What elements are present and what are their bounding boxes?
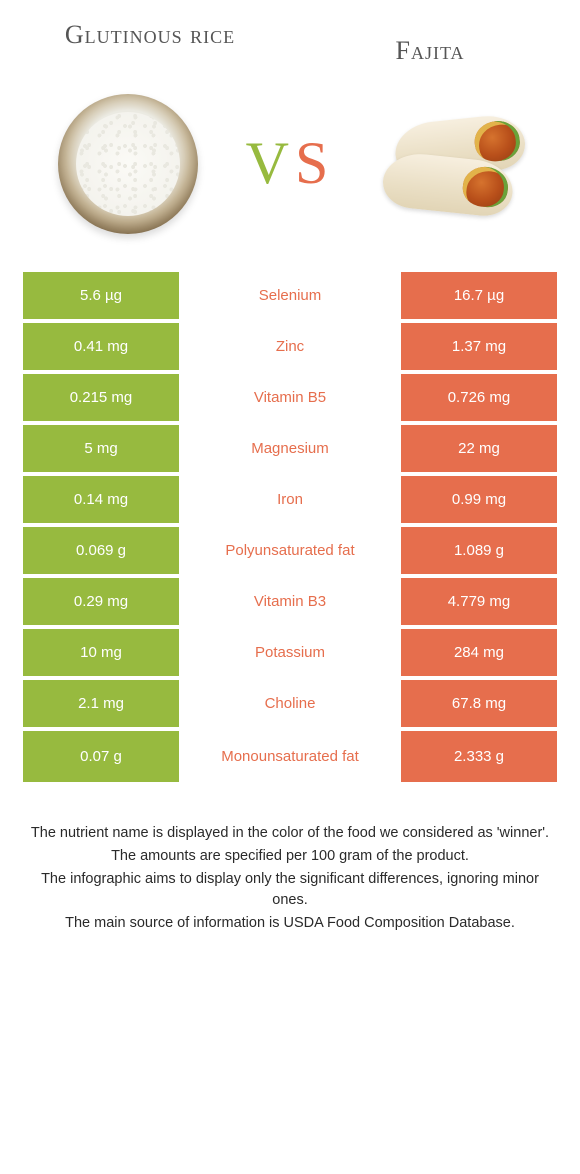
left-value: 2.1 mg <box>23 680 185 731</box>
table-row: 0.29 mgVitamin B34.779 mg <box>23 578 557 629</box>
left-value: 0.069 g <box>23 527 185 578</box>
nutrient-label: Iron <box>185 476 395 527</box>
table-row: 0.07 gMonounsaturated fat2.333 g <box>23 731 557 782</box>
footnotes: The nutrient name is displayed in the co… <box>30 823 550 934</box>
left-value: 5.6 µg <box>23 272 185 323</box>
left-value: 0.14 mg <box>23 476 185 527</box>
table-row: 0.41 mgZinc1.37 mg <box>23 323 557 374</box>
footnote-line: The main source of information is USDA F… <box>30 913 550 934</box>
left-food-title: Glutinous rice <box>50 20 250 66</box>
nutrient-label: Potassium <box>185 629 395 680</box>
nutrient-label: Monounsaturated fat <box>185 731 395 782</box>
table-row: 10 mgPotassium284 mg <box>23 629 557 680</box>
right-value: 284 mg <box>395 629 557 680</box>
left-food-image <box>50 86 205 241</box>
vs-row: VS <box>0 76 580 271</box>
nutrient-label: Vitamin B3 <box>185 578 395 629</box>
vs-v: V <box>246 130 295 196</box>
table-row: 0.069 gPolyunsaturated fat1.089 g <box>23 527 557 578</box>
footnote-line: The nutrient name is displayed in the co… <box>30 823 550 844</box>
table-row: 5 mgMagnesium22 mg <box>23 425 557 476</box>
footnote-line: The infographic aims to display only the… <box>30 869 550 911</box>
left-value: 0.41 mg <box>23 323 185 374</box>
right-value: 16.7 µg <box>395 272 557 323</box>
fajita-icon <box>375 109 530 219</box>
nutrient-label: Polyunsaturated fat <box>185 527 395 578</box>
nutrient-label: Zinc <box>185 323 395 374</box>
left-value: 0.07 g <box>23 731 185 782</box>
table-row: 0.14 mgIron0.99 mg <box>23 476 557 527</box>
right-value: 2.333 g <box>395 731 557 782</box>
right-value: 0.99 mg <box>395 476 557 527</box>
right-value: 4.779 mg <box>395 578 557 629</box>
nutrient-label: Selenium <box>185 272 395 323</box>
vs-label: VS <box>246 129 335 198</box>
table-row: 5.6 µgSelenium16.7 µg <box>23 272 557 323</box>
nutrient-label: Magnesium <box>185 425 395 476</box>
right-value: 0.726 mg <box>395 374 557 425</box>
nutrient-table: 5.6 µgSelenium16.7 µg0.41 mgZinc1.37 mg0… <box>22 271 558 783</box>
left-value: 0.29 mg <box>23 578 185 629</box>
right-value: 22 mg <box>395 425 557 476</box>
right-value: 1.37 mg <box>395 323 557 374</box>
left-value: 0.215 mg <box>23 374 185 425</box>
rice-bowl-icon <box>58 94 198 234</box>
left-value: 5 mg <box>23 425 185 476</box>
vs-s: S <box>295 130 334 196</box>
nutrient-label: Choline <box>185 680 395 731</box>
right-value: 67.8 mg <box>395 680 557 731</box>
table-row: 2.1 mgCholine67.8 mg <box>23 680 557 731</box>
table-row: 0.215 mgVitamin B50.726 mg <box>23 374 557 425</box>
footnote-line: The amounts are specified per 100 gram o… <box>30 846 550 867</box>
right-food-image <box>375 86 530 241</box>
nutrient-label: Vitamin B5 <box>185 374 395 425</box>
left-value: 10 mg <box>23 629 185 680</box>
header: Glutinous rice Fajita <box>0 0 580 76</box>
right-food-title: Fajita <box>330 20 530 66</box>
right-value: 1.089 g <box>395 527 557 578</box>
